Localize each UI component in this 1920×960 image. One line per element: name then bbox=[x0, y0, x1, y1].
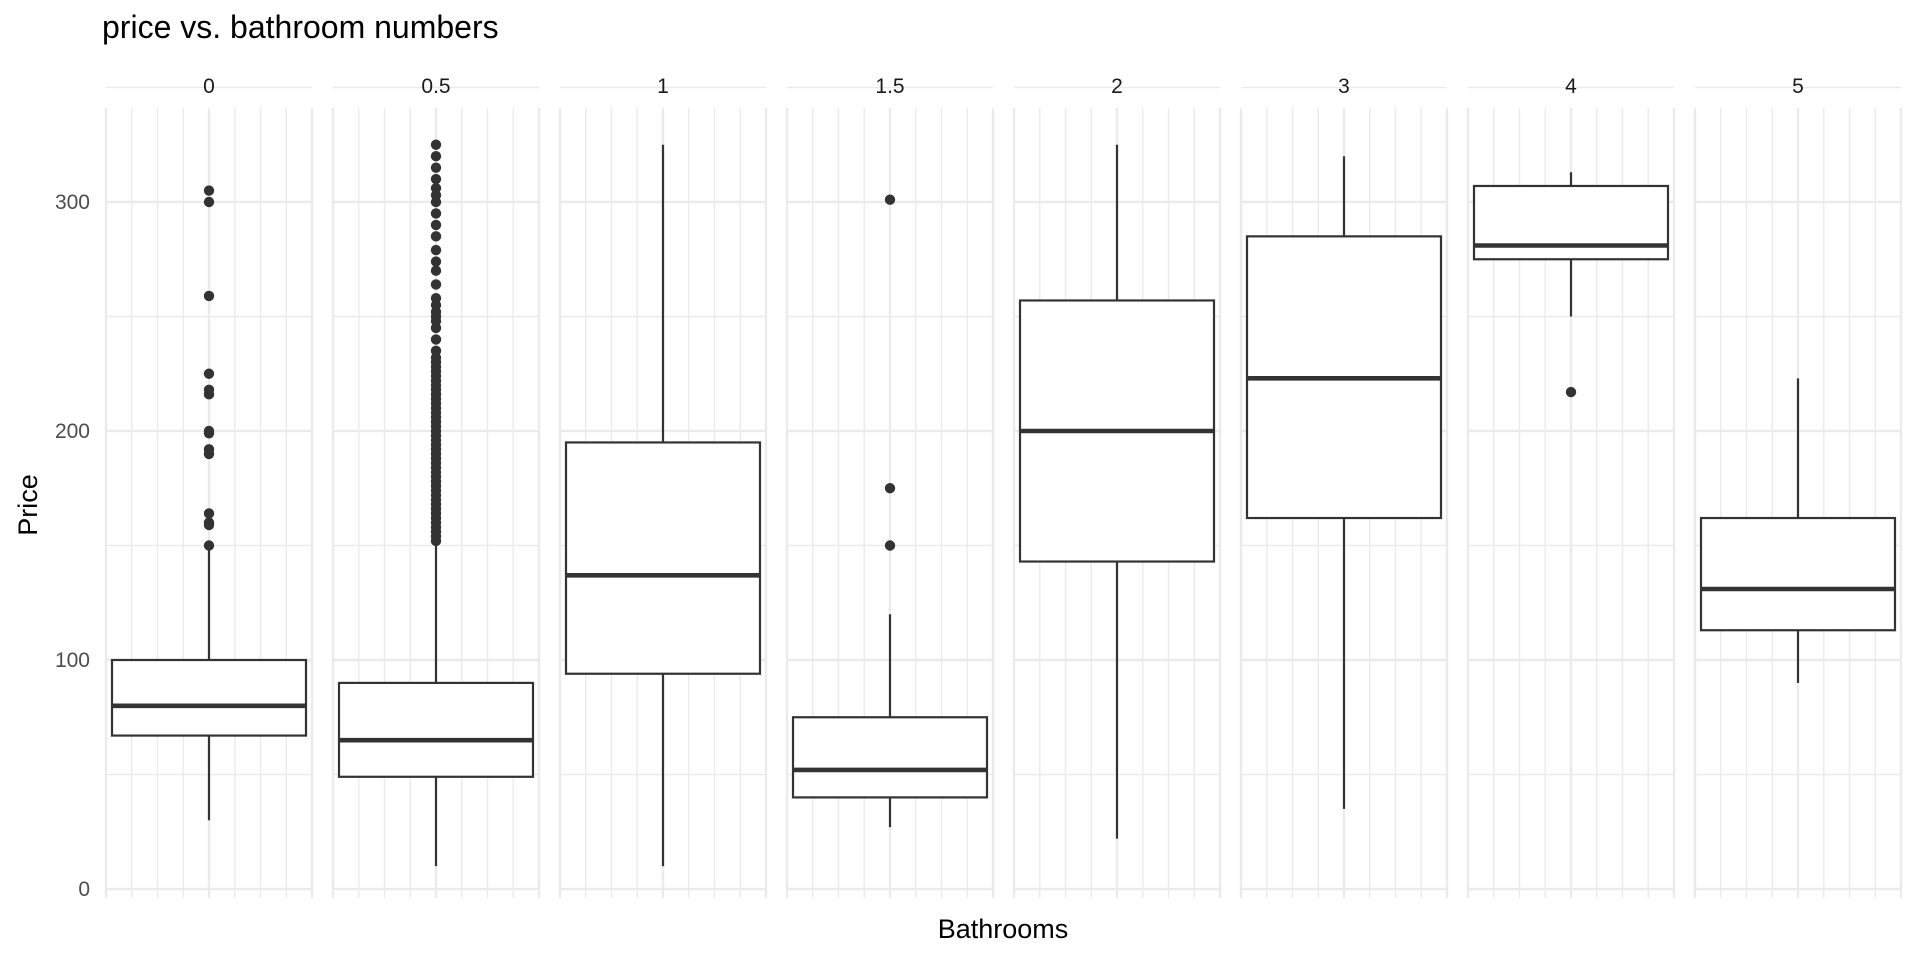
outlier-point bbox=[430, 292, 442, 304]
outlier-point bbox=[203, 425, 215, 437]
facet-panel: 1 bbox=[558, 75, 768, 898]
outlier-point bbox=[430, 279, 442, 290]
x-axis-label: Bathrooms bbox=[938, 914, 1069, 944]
y-tick-label: 100 bbox=[55, 649, 90, 672]
outlier-point bbox=[430, 345, 442, 357]
outlier-point bbox=[884, 483, 896, 494]
outlier-point bbox=[203, 196, 215, 208]
outlier-point bbox=[203, 540, 215, 551]
chart-title: price vs. bathroom numbers bbox=[102, 9, 499, 45]
facet-panel: 4 bbox=[1466, 75, 1676, 898]
outlier-point bbox=[203, 508, 215, 519]
box bbox=[337, 681, 535, 778]
facet-panel: 3 bbox=[1239, 75, 1449, 898]
facet-strip-label: 5 bbox=[1792, 75, 1804, 98]
facet-strip-label: 4 bbox=[1565, 75, 1577, 98]
facet-strip-label: 2 bbox=[1111, 75, 1123, 98]
outlier-point bbox=[430, 162, 442, 173]
facet-strip-label: 3 bbox=[1338, 75, 1350, 98]
y-tick-label: 0 bbox=[78, 878, 90, 901]
box bbox=[564, 441, 762, 675]
outlier-point bbox=[430, 244, 442, 256]
outlier-point bbox=[430, 208, 442, 219]
outlier-point bbox=[203, 384, 215, 395]
outlier-point bbox=[430, 183, 442, 194]
y-axis-label: Price bbox=[13, 474, 43, 536]
outlier-point bbox=[203, 368, 215, 379]
outlier-point bbox=[430, 334, 442, 345]
outlier-point bbox=[430, 151, 442, 162]
facet-panel: 0 bbox=[104, 75, 314, 898]
y-tick-label: 200 bbox=[55, 420, 90, 443]
box bbox=[110, 658, 308, 737]
outlier-point bbox=[430, 173, 442, 185]
facet-strip-label: 1.5 bbox=[875, 75, 904, 98]
outlier-point bbox=[203, 290, 215, 302]
outlier-point bbox=[430, 231, 442, 242]
outlier-point bbox=[430, 139, 442, 150]
box bbox=[1472, 184, 1670, 261]
outlier-point bbox=[1565, 386, 1577, 398]
facet-panel: 1.5 bbox=[785, 75, 995, 898]
outlier-point bbox=[203, 444, 215, 455]
y-tick-labels: 0 100 200 300 bbox=[55, 191, 90, 901]
outlier-point bbox=[430, 219, 442, 231]
facet-strip-label: 1 bbox=[657, 75, 669, 98]
facet-strip-label: 0 bbox=[203, 75, 215, 98]
box bbox=[791, 716, 989, 799]
facet-panel: 5 bbox=[1693, 75, 1903, 898]
box bbox=[1699, 516, 1897, 632]
outlier-point bbox=[884, 194, 896, 205]
outlier-point bbox=[430, 256, 442, 267]
facet-strip-label: 0.5 bbox=[421, 75, 450, 98]
outlier-point bbox=[884, 540, 896, 551]
outlier-point bbox=[203, 517, 215, 528]
facet-panels: 0 0.5 1 1.5 2 3 4 5 bbox=[104, 75, 1903, 898]
y-tick-label: 300 bbox=[55, 191, 90, 214]
facet-panel: 2 bbox=[1012, 75, 1222, 898]
outlier-point bbox=[430, 265, 442, 276]
facet-panel: 0.5 bbox=[331, 75, 541, 898]
outlier-point bbox=[203, 185, 215, 196]
